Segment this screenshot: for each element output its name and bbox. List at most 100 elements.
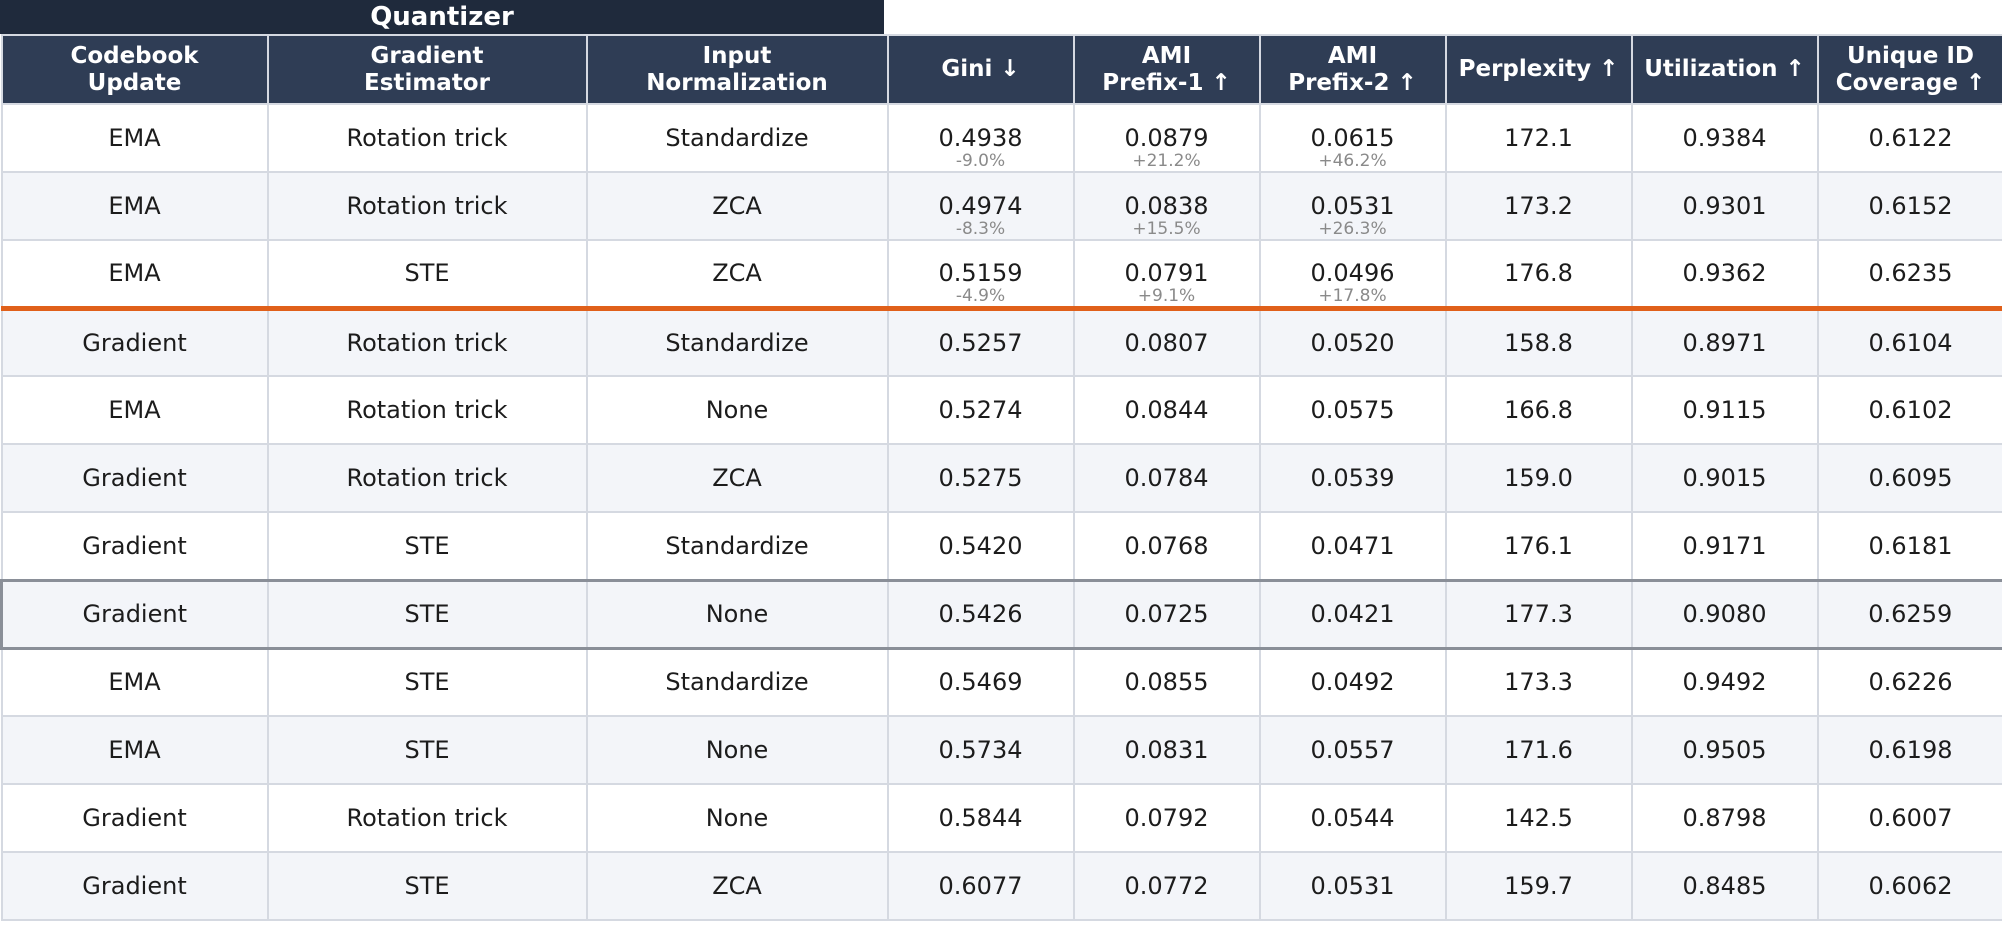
- cell-gini: 0.5274: [886, 375, 1075, 445]
- cell-unique-id-coverage: 0.6095: [1816, 443, 2002, 513]
- cell-codebook-update: Gradient: [0, 443, 269, 513]
- column-header-line: Normalization: [646, 69, 828, 96]
- cell-utilization: 0.9362: [1630, 239, 1819, 311]
- results-table: Codebook Update Gradient Estimator Input Norm…: [0, 34, 2002, 921]
- cell-input-normalization: ZCA: [585, 443, 889, 513]
- cell-ami-prefix-2: 0.0520: [1258, 307, 1447, 377]
- cell-utilization: 0.9080: [1630, 578, 1819, 650]
- cell-gini: 0.6077: [886, 851, 1075, 921]
- cell-perplexity: 159.0: [1444, 443, 1633, 513]
- metric-value: 0.0615: [1310, 124, 1395, 152]
- table-row: EMA Rotation trick ZCA 0.4974 -8.3% 0.0838 +15…: [0, 171, 2002, 241]
- cell-perplexity: 158.8: [1444, 307, 1633, 377]
- cell-gradient-estimator: STE: [266, 239, 588, 311]
- column-header-gradient-estimator: Gradient Estimator: [266, 34, 588, 105]
- metric-value: 0.4938: [938, 124, 1023, 152]
- cell-ami-prefix-2: 0.0531 +26.3%: [1258, 171, 1447, 241]
- cell-unique-id-coverage: 0.6181: [1816, 511, 2002, 581]
- cell-unique-id-coverage: 0.6152: [1816, 171, 2002, 241]
- cell-unique-id-coverage: 0.6122: [1816, 103, 2002, 173]
- cell-gradient-estimator: Rotation trick: [266, 103, 588, 173]
- cell-utilization: 0.9505: [1630, 715, 1819, 785]
- cell-codebook-update: Gradient: [0, 578, 269, 650]
- cell-gradient-estimator: Rotation trick: [266, 171, 588, 241]
- column-header-line: Gini ↓: [941, 56, 1020, 82]
- cell-ami-prefix-1: 0.0784: [1072, 443, 1261, 513]
- cell-gini: 0.5469: [886, 647, 1075, 717]
- column-header-ami-prefix-1: AMI Prefix-1 ↑: [1072, 34, 1261, 105]
- column-header-line: Prefix-2 ↑: [1288, 69, 1417, 96]
- metric-delta: +26.3%: [1318, 219, 1387, 239]
- metric-value: 0.0879: [1124, 124, 1209, 152]
- cell-utilization: 0.9171: [1630, 511, 1819, 581]
- cell-input-normalization: None: [585, 375, 889, 445]
- cell-codebook-update: EMA: [0, 239, 269, 311]
- cell-gradient-estimator: STE: [266, 647, 588, 717]
- cell-utilization: 0.8971: [1630, 307, 1819, 377]
- metric-delta: -9.0%: [955, 151, 1006, 171]
- cell-ami-prefix-1: 0.0772: [1072, 851, 1261, 921]
- cell-ami-prefix-1: 0.0838 +15.5%: [1072, 171, 1261, 241]
- table-row: Gradient Rotation trick ZCA 0.5275 0.0784 0.0…: [0, 443, 2002, 513]
- metric-value: 0.4974: [938, 192, 1023, 220]
- cell-codebook-update: Gradient: [0, 851, 269, 921]
- cell-codebook-update: Gradient: [0, 511, 269, 581]
- cell-ami-prefix-1: 0.0768: [1072, 511, 1261, 581]
- column-header-unique-id-coverage: Unique ID Coverage ↑: [1816, 34, 2002, 105]
- cell-gradient-estimator: STE: [266, 715, 588, 785]
- cell-codebook-update: EMA: [0, 375, 269, 445]
- cell-gini: 0.5734: [886, 715, 1075, 785]
- cell-codebook-update: EMA: [0, 103, 269, 173]
- cell-ami-prefix-1: 0.0807: [1072, 307, 1261, 377]
- cell-gradient-estimator: Rotation trick: [266, 443, 588, 513]
- cell-ami-prefix-2: 0.0575: [1258, 375, 1447, 445]
- cell-gini: 0.5275: [886, 443, 1075, 513]
- cell-perplexity: 176.1: [1444, 511, 1633, 581]
- column-header-input-normalization: Input Normalization: [585, 34, 889, 105]
- metric-value: 0.5159: [938, 259, 1023, 288]
- metric-value: 0.0791: [1124, 259, 1209, 288]
- column-header-line: Prefix-1 ↑: [1102, 69, 1231, 96]
- table-body: EMA Rotation trick Standardize 0.4938 -9.0% 0…: [0, 103, 2002, 921]
- column-header-line: Update: [87, 69, 182, 96]
- cell-gradient-estimator: STE: [266, 578, 588, 650]
- table-row: EMA STE None 0.5734 0.0831 0.0557 171.6 0.9505 0…: [0, 715, 2002, 785]
- column-header-line: Coverage ↑: [1835, 69, 1986, 96]
- cell-gini: 0.4938 -9.0%: [886, 103, 1075, 173]
- cell-unique-id-coverage: 0.6259: [1816, 578, 2002, 650]
- metric-delta: -4.9%: [955, 285, 1006, 306]
- cell-gini: 0.5159 -4.9%: [886, 239, 1075, 311]
- cell-codebook-update: EMA: [0, 715, 269, 785]
- cell-ami-prefix-1: 0.0792: [1072, 783, 1261, 853]
- cell-ami-prefix-1: 0.0791 +9.1%: [1072, 239, 1261, 311]
- cell-gradient-estimator: Rotation trick: [266, 307, 588, 377]
- cell-gini: 0.5844: [886, 783, 1075, 853]
- cell-perplexity: 171.6: [1444, 715, 1633, 785]
- table-row: EMA Rotation trick Standardize 0.4938 -9.0% 0…: [0, 103, 2002, 173]
- cell-input-normalization: ZCA: [585, 851, 889, 921]
- cell-perplexity: 177.3: [1444, 578, 1633, 650]
- metric-value: 0.0838: [1124, 192, 1209, 220]
- cell-perplexity: 176.8: [1444, 239, 1633, 311]
- column-header-utilization: Utilization ↑: [1630, 34, 1819, 105]
- metric-delta: +46.2%: [1318, 151, 1387, 171]
- column-header-line: Gradient: [370, 42, 484, 69]
- cell-utilization: 0.9015: [1630, 443, 1819, 513]
- cell-utilization: 0.9301: [1630, 171, 1819, 241]
- cell-gradient-estimator: STE: [266, 511, 588, 581]
- cell-codebook-update: Gradient: [0, 783, 269, 853]
- column-header-line: AMI: [1327, 42, 1378, 69]
- cell-ami-prefix-1: 0.0879 +21.2%: [1072, 103, 1261, 173]
- quantizer-group-label: Quantizer: [370, 2, 514, 32]
- table-row: Gradient Rotation trick Standardize 0.5257 0…: [0, 307, 2002, 377]
- cell-ami-prefix-2: 0.0544: [1258, 783, 1447, 853]
- cell-unique-id-coverage: 0.6102: [1816, 375, 2002, 445]
- cell-unique-id-coverage: 0.6104: [1816, 307, 2002, 377]
- column-header-line: Codebook: [70, 42, 199, 69]
- cell-gini: 0.4974 -8.3%: [886, 171, 1075, 241]
- cell-ami-prefix-2: 0.0539: [1258, 443, 1447, 513]
- header-row: Codebook Update Gradient Estimator Input Norm…: [0, 34, 2002, 105]
- cell-gini: 0.5257: [886, 307, 1075, 377]
- cell-unique-id-coverage: 0.6198: [1816, 715, 2002, 785]
- cell-ami-prefix-2: 0.0471: [1258, 511, 1447, 581]
